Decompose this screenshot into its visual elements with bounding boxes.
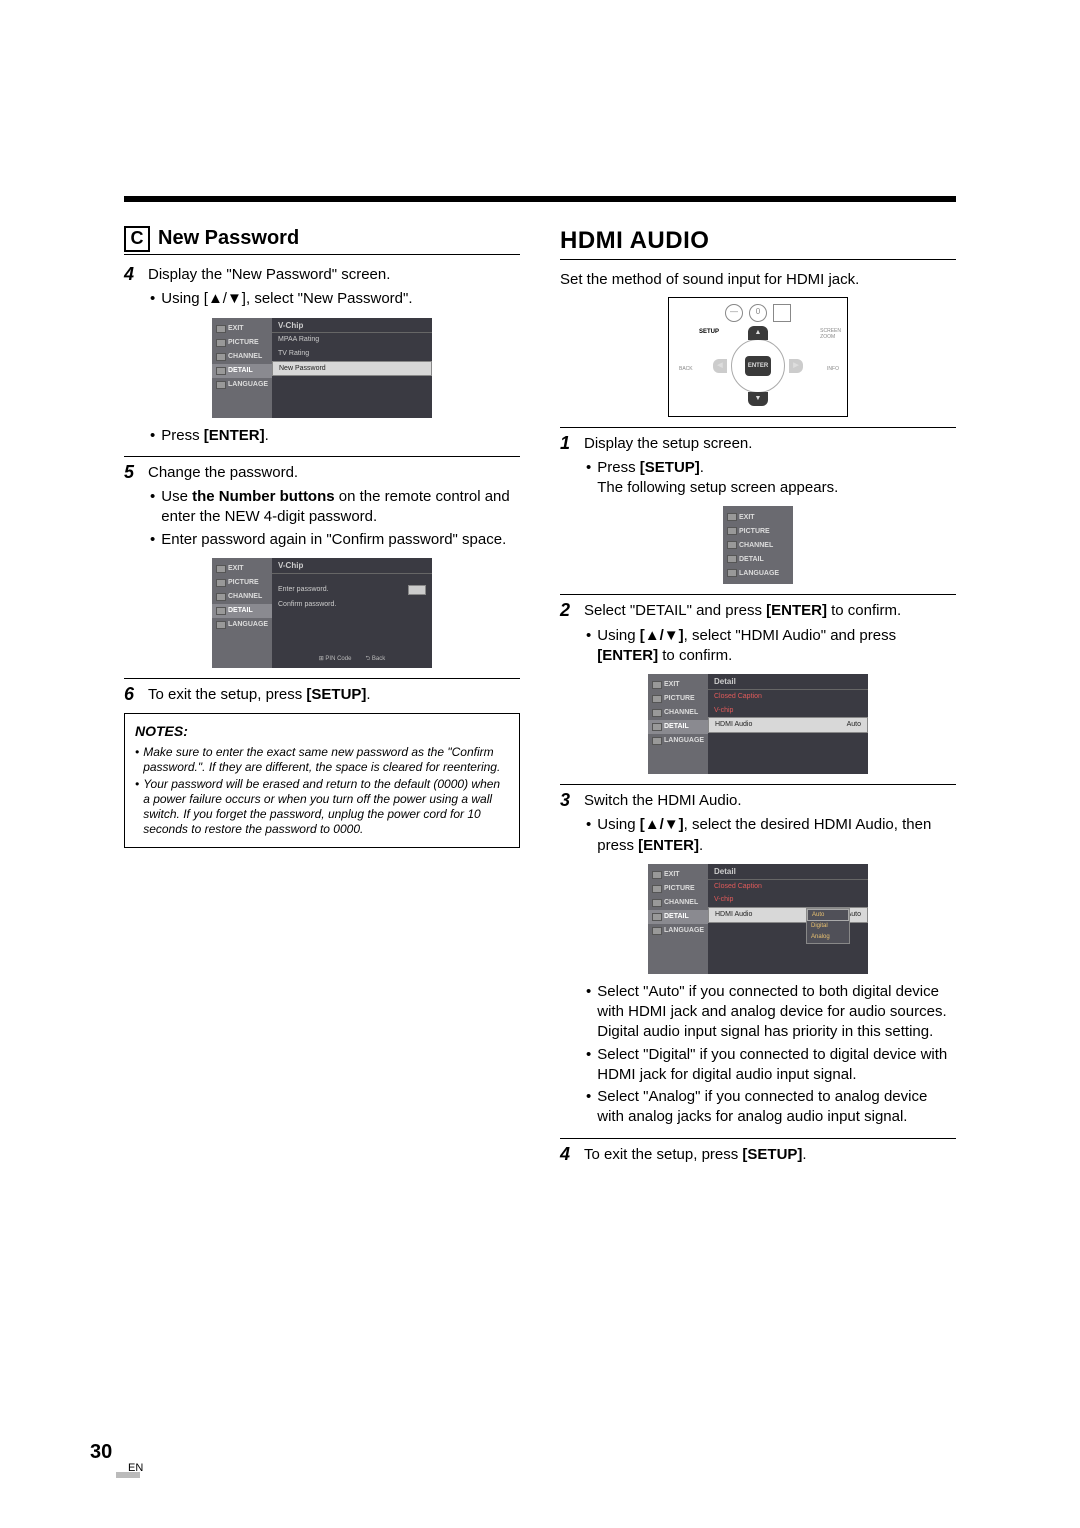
bullet: Using [▲/▼], select "HDMI Audio" and pre… (586, 626, 956, 667)
menu-screenshot-password: EXIT PICTURE CHANNEL DETAIL LANGUAGE V-C… (212, 558, 432, 668)
divider (560, 784, 956, 785)
remote-diagram: —0 SETUP SCREEN ZOOM BACK INFO ▲ ▼ ◀ ▶ E… (668, 297, 848, 417)
page-number: 30 (90, 1441, 112, 1464)
divider (560, 1138, 956, 1139)
step-4: 4 Display the "New Password" screen. Usi… (124, 265, 520, 310)
bullet: Select "Analog" if you connected to anal… (586, 1087, 956, 1128)
step-text: Display the "New Password" screen. (148, 265, 520, 285)
page-lang: EN (128, 1462, 143, 1474)
intro-text: Set the method of sound input for HDMI j… (560, 270, 956, 290)
divider (560, 594, 956, 595)
step-number: 6 (124, 685, 142, 705)
notes-box: NOTES: Make sure to enter the exact same… (124, 713, 520, 848)
step-number: 4 (124, 265, 142, 310)
step-3: 3 Switch the HDMI Audio. Using [▲/▼], se… (560, 791, 956, 856)
menu-screenshot-detail2: EXIT PICTURE CHANNEL DETAIL LANGUAGE Det… (648, 864, 868, 974)
divider (560, 427, 956, 428)
note-item: Make sure to enter the exact same new pa… (135, 745, 509, 775)
hdmi-audio-title: HDMI AUDIO (560, 225, 956, 260)
bullet: Press [SETUP].The following setup screen… (586, 458, 956, 499)
menu-screenshot-detail1: EXIT PICTURE CHANNEL DETAIL LANGUAGE Det… (648, 674, 868, 774)
top-rule (124, 196, 956, 202)
bullet: Select "Digital" if you connected to dig… (586, 1045, 956, 1086)
step-number: 5 (124, 463, 142, 550)
bullet: Use the Number buttons on the remote con… (150, 487, 520, 528)
bullet: Select "Auto" if you connected to both d… (586, 982, 956, 1043)
bullet: Enter password again in "Confirm passwor… (150, 530, 520, 550)
divider (124, 678, 520, 679)
section-header: C New Password (124, 225, 520, 255)
section-letter: C (124, 226, 150, 252)
step-5: 5 Change the password. Use the Number bu… (124, 463, 520, 550)
left-column: C New Password 4 Display the "New Passwo… (124, 225, 520, 1165)
section-title: New Password (158, 225, 299, 252)
divider (124, 456, 520, 457)
menu-screenshot-vchip: EXIT PICTURE CHANNEL DETAIL LANGUAGE V-C… (212, 318, 432, 418)
step-text: Change the password. (148, 463, 520, 483)
right-column: HDMI AUDIO Set the method of sound input… (560, 225, 956, 1165)
bullet: Using [▲/▼], select the desired HDMI Aud… (586, 815, 956, 856)
bullet: Press [ENTER]. (150, 426, 520, 446)
step-4: 4 To exit the setup, press [SETUP]. (560, 1145, 956, 1165)
menu-screenshot-setup: EXIT PICTURE CHANNEL DETAIL LANGUAGE (723, 506, 793, 584)
notes-title: NOTES: (135, 722, 509, 741)
step-6: 6 To exit the setup, press [SETUP]. (124, 685, 520, 705)
note-item: Your password will be erased and return … (135, 777, 509, 837)
content-columns: C New Password 4 Display the "New Passwo… (124, 225, 956, 1165)
step-2: 2 Select "DETAIL" and press [ENTER] to c… (560, 601, 956, 666)
step-1: 1 Display the setup screen. Press [SETUP… (560, 434, 956, 499)
bullet: Using [▲/▼], select "New Password". (150, 289, 520, 309)
